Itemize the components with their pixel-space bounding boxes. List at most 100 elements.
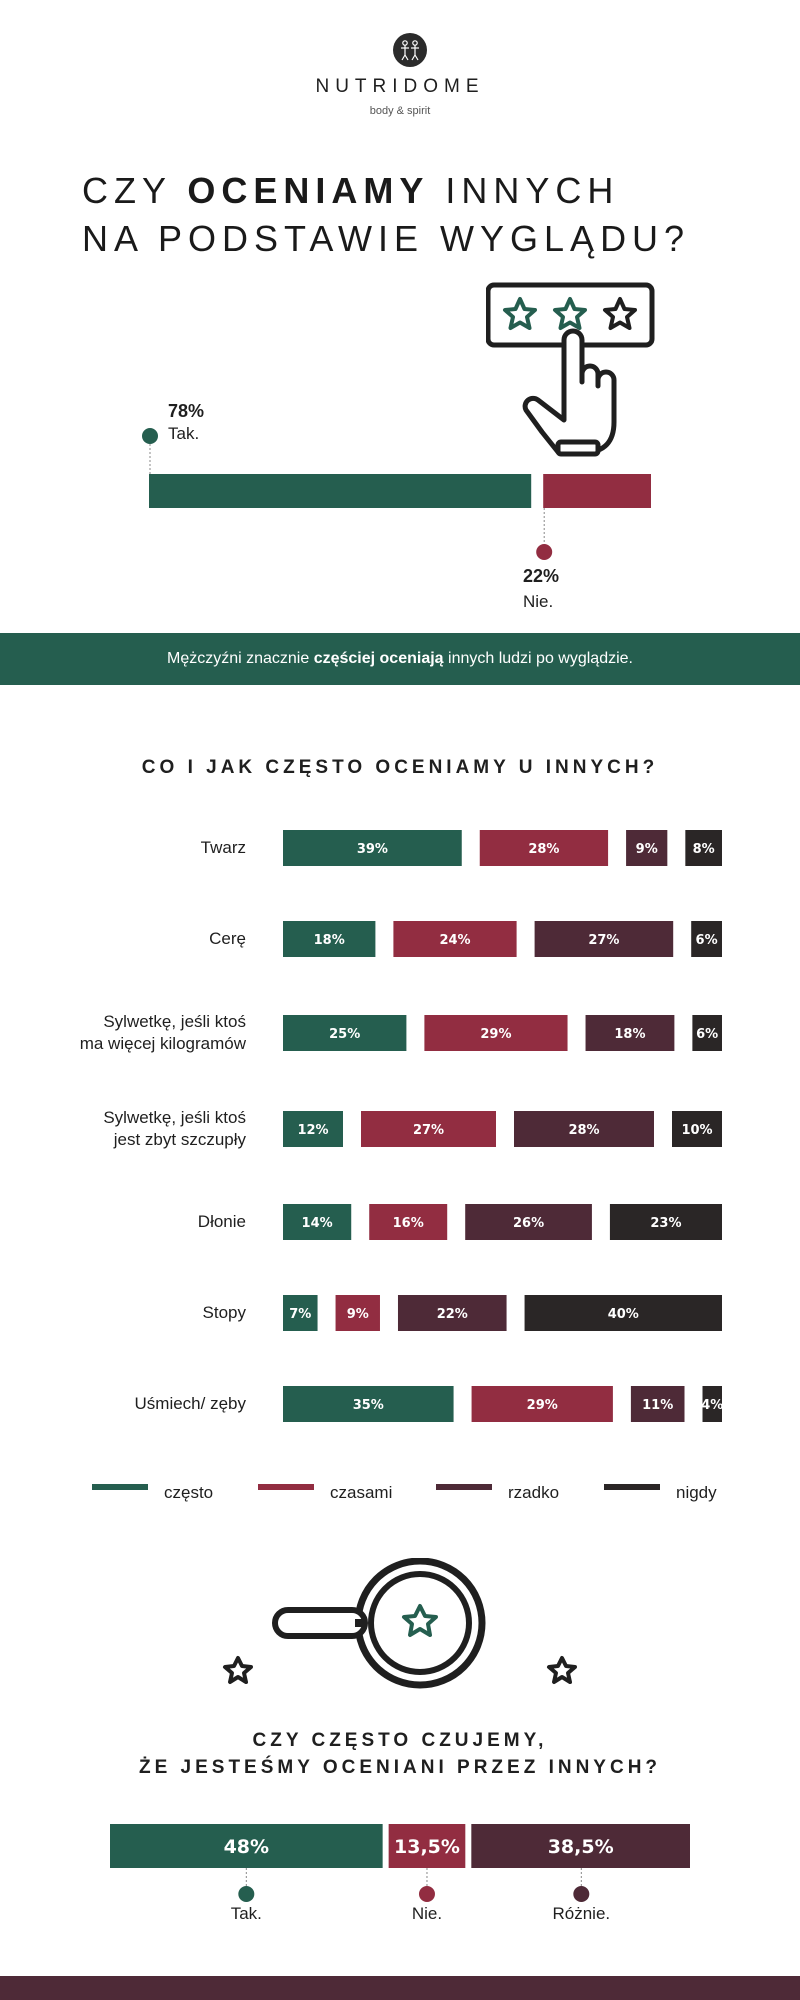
q1-no-dot xyxy=(536,544,553,560)
q2-bar-2-często xyxy=(283,921,376,957)
q2-value-label: 22% xyxy=(437,1307,468,1322)
q2-value-label: 23% xyxy=(650,1216,681,1231)
legend-label-rzadko: rzadko xyxy=(508,1483,560,1502)
q3-bar-2 xyxy=(388,1824,466,1868)
headline-line-1: CZY OCENIAMY INNYCH xyxy=(82,170,620,211)
q2-category-label: Sylwetkę, jeśli ktoś jest zbyt szczupły xyxy=(0,1107,246,1151)
q2-bar-7-często xyxy=(283,1386,454,1422)
q2-bar-2-czasami xyxy=(393,921,517,957)
q2-value-label: 12% xyxy=(297,1123,328,1138)
q1-bar-no xyxy=(543,474,651,508)
q2-value-label: 6% xyxy=(696,933,718,948)
q2-bar-3-rzadko xyxy=(585,1015,675,1051)
q3-bar-3 xyxy=(471,1824,690,1868)
q3-dot xyxy=(238,1886,255,1902)
legend-swatch-nigdy xyxy=(604,1484,660,1490)
q2-bar-4-czasami xyxy=(361,1111,496,1147)
q2-value-label: 29% xyxy=(480,1027,511,1042)
q2-value-label: 26% xyxy=(513,1216,544,1231)
q2-value-label: 6% xyxy=(696,1027,718,1042)
q2-value-label: 24% xyxy=(439,933,470,948)
q3-value-label: 38,5% xyxy=(548,1836,614,1858)
q2-bar-3-nigdy xyxy=(692,1015,722,1051)
q2-value-label: 10% xyxy=(681,1123,712,1138)
q2-value-label: 39% xyxy=(357,842,388,857)
logo-icon xyxy=(393,33,427,67)
legend-label-nigdy: nigdy xyxy=(676,1483,717,1502)
q2-bar-1-nigdy xyxy=(685,830,722,866)
q2-bar-1-rzadko xyxy=(626,830,668,866)
q1-no-label: Nie. xyxy=(523,592,554,611)
q2-category-label-line: Sylwetkę, jeśli ktoś xyxy=(103,1108,246,1127)
q3-split-chart: 48% 13,5% 38,5% xyxy=(110,1824,690,1902)
q2-bar-6-nigdy xyxy=(524,1295,722,1331)
q2-category-label-line: Sylwetkę, jeśli ktoś xyxy=(103,1012,246,1031)
legend-swatch-czesto xyxy=(92,1484,148,1490)
q2-category-label-line: jest zbyt szczupły xyxy=(113,1130,246,1149)
q2-category-label-line: Stopy xyxy=(202,1303,246,1322)
legend-label-czesto: często xyxy=(164,1483,214,1502)
q2-bar-5-często xyxy=(283,1204,352,1240)
q2-value-label: 18% xyxy=(314,933,345,948)
legend-label-czasami: czasami xyxy=(330,1483,393,1502)
q2-bar-2-nigdy xyxy=(691,921,722,957)
q2-bar-7-rzadko xyxy=(630,1386,685,1422)
q2-bar-7-czasami xyxy=(471,1386,613,1422)
q3-dot xyxy=(573,1886,590,1902)
q1-yes-label: Tak. xyxy=(168,424,200,443)
q1-yes-value: 78% xyxy=(168,401,205,421)
q2-value-label: 25% xyxy=(329,1027,360,1042)
q2-bar-2-rzadko xyxy=(534,921,674,957)
q2-title: CO I JAK CZĘSTO OCENIAMY U INNYCH? xyxy=(141,757,659,778)
q3-dot xyxy=(418,1886,435,1902)
q1-no-value: 22% xyxy=(523,566,560,586)
q2-value-label: 35% xyxy=(353,1398,384,1413)
q2-bar-1-czasami xyxy=(479,830,609,866)
q2-bar-6-czasami xyxy=(335,1295,380,1331)
q2-value-label: 29% xyxy=(527,1398,558,1413)
q3-category-label: Różnie. xyxy=(552,1904,611,1923)
q2-category-label-line: Twarz xyxy=(200,838,246,857)
legend-swatch-czasami xyxy=(258,1484,314,1490)
q2-value-label: 28% xyxy=(568,1123,599,1138)
q2-category-label-line: Uśmiech/ zęby xyxy=(134,1394,246,1413)
q2-bar-3-często xyxy=(283,1015,407,1051)
q2-bar-4-rzadko xyxy=(514,1111,654,1147)
q3-title-line-2: ŻE JESTEŚMY OCENIANI PRZEZ INNYCH? xyxy=(138,1757,662,1778)
q2-bar-7-nigdy xyxy=(702,1386,722,1422)
q2-bar-4-nigdy xyxy=(672,1111,722,1147)
q2-bar-6-rzadko xyxy=(397,1295,507,1331)
q2-bar-3-czasami xyxy=(424,1015,568,1051)
q2-value-label: 40% xyxy=(608,1307,639,1322)
q2-bar-5-rzadko xyxy=(465,1204,592,1240)
q3-bar-1 xyxy=(110,1824,383,1868)
q2-value-label: 27% xyxy=(588,933,619,948)
q2-value-label: 4% xyxy=(701,1398,723,1413)
q2-value-label: 14% xyxy=(302,1216,333,1231)
magnifier-star-icon xyxy=(215,1557,585,1698)
q1-split-chart xyxy=(142,428,651,560)
q2-category-label: Twarz xyxy=(0,837,246,859)
q2-category-label: Uśmiech/ zęby xyxy=(0,1393,246,1415)
q3-title-line-1: CZY CZĘSTO CZUJEMY, xyxy=(252,1730,548,1751)
q2-bar-5-czasami xyxy=(369,1204,448,1240)
q2-category-label: Cerę xyxy=(0,928,246,950)
q2-bar-1-często xyxy=(283,830,462,866)
q2-bar-4-często xyxy=(283,1111,343,1147)
q2-bar-6-często xyxy=(283,1295,318,1331)
rating-hand-icon xyxy=(485,282,656,457)
brand-name: NUTRIDOME xyxy=(315,76,485,97)
q2-category-label: Stopy xyxy=(0,1302,246,1324)
q2-value-label: 11% xyxy=(642,1398,673,1413)
q3-category-label: Tak. xyxy=(230,1904,262,1923)
q3-value-label: 48% xyxy=(224,1836,269,1858)
q2-value-label: 27% xyxy=(413,1123,444,1138)
q1-bar-yes xyxy=(149,474,532,508)
q2-value-label: 28% xyxy=(528,842,559,857)
legend-swatch-rzadko xyxy=(436,1484,492,1490)
q2-bar-5-nigdy xyxy=(609,1204,722,1240)
q2-value-label: 7% xyxy=(289,1307,311,1322)
q2-category-label-line: Cerę xyxy=(209,929,246,948)
q2-category-label-line: Dłonie xyxy=(197,1212,246,1231)
q2-category-label-line: ma więcej kilogramów xyxy=(79,1034,246,1053)
